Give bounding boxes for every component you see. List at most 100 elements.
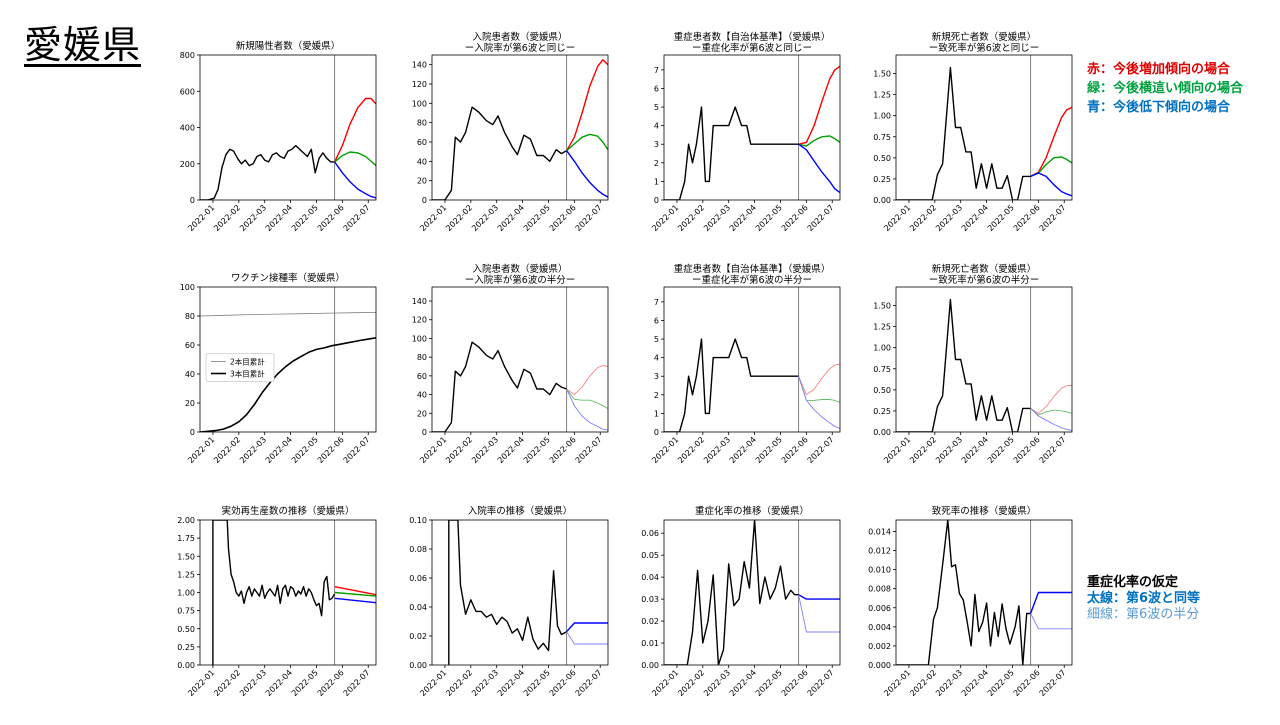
y-tick-label: 600 (180, 87, 195, 96)
x-tick-label: 2022-01 (882, 435, 912, 465)
x-tick-label: 2022-02 (676, 435, 706, 465)
x-tick-label: 2022-01 (186, 668, 216, 698)
x-tick-label: 2022-03 (238, 203, 268, 233)
y-tick-label: 0.25 (873, 407, 891, 416)
chart-6: 入院患者数（愛媛県）ー入院率が第6波の半分ー 0 20 40 60 80 100 120 140… (412, 263, 609, 465)
rate-legend-heading: 重症化率の仮定 (1087, 575, 1179, 590)
rate-legend-thick: 太線：第6波と同等 (1087, 591, 1201, 606)
chart-subtitle: ー入院率が第6波と同じー (465, 42, 576, 54)
x-tick-label: 2022-05 (754, 203, 784, 233)
y-tick-label: 0.012 (868, 547, 891, 556)
x-tick-label: 2022-01 (650, 435, 680, 465)
y-tick-label: 0.006 (868, 604, 891, 613)
y-tick-label: 100 (412, 334, 427, 343)
chart-7: 重症患者数【自治体基準】（愛媛県）ー重症化率が第6波の半分ー 0 1 2 3 4 5 6 7 20… (650, 263, 841, 465)
x-tick-label: 2022-04 (728, 435, 758, 465)
x-tick-label: 2022-06 (1012, 203, 1042, 233)
y-tick-label: 1 (654, 177, 659, 186)
series-line-red (566, 365, 608, 396)
series-line-black (212, 520, 336, 665)
chart-10: 入院率の推移（愛媛県） 0.00 0.02 0.04 0.06 0.08 0.10 2022-… (409, 505, 609, 698)
x-tick-label: 2022-03 (238, 435, 268, 465)
y-tick-label: 0 (422, 196, 427, 205)
chart-3: 重症患者数【自治体基準】（愛媛県）ー重症化率が第6波と同じー 0 1 2 3 4 5 6 7 20… (650, 31, 841, 233)
y-tick-label: 0.25 (873, 175, 891, 184)
y-tick-label: 0.03 (641, 595, 659, 604)
y-tick-label: 80 (417, 353, 427, 362)
x-tick-label: 2022-05 (754, 435, 784, 465)
x-tick-label: 2022-07 (342, 435, 372, 465)
x-tick-label: 2022-06 (1012, 435, 1042, 465)
chart-title: 新規死亡者数（愛媛県） (932, 31, 1037, 43)
x-tick-label: 2022-04 (960, 668, 990, 698)
series-line-blue (1030, 172, 1072, 197)
x-tick-label: 2022-02 (212, 668, 242, 698)
x-tick-label: 2022-04 (496, 668, 526, 698)
x-tick-label: 2022-05 (986, 668, 1016, 698)
chart-subtitle: ー重症化率が第6波と同じー (692, 42, 812, 54)
y-tick-label: 0.02 (641, 617, 659, 626)
y-tick-label: 2 (654, 391, 659, 400)
series-line-black (200, 144, 335, 200)
x-tick-label: 2022-06 (780, 668, 810, 698)
y-tick-label: 20 (417, 177, 427, 186)
y-tick-label: 20 (185, 399, 195, 408)
x-tick-label: 2022-04 (264, 203, 294, 233)
y-tick-label: 0.75 (873, 133, 891, 142)
severity-rate-legend: 重症化率の仮定 太線：第6波と同等 細線：第6波の半分 (1087, 575, 1200, 623)
series-line-blue (798, 376, 840, 429)
chart-title: ワクチン接種率（愛媛県） (231, 272, 345, 284)
x-tick-label: 2022-05 (754, 668, 784, 698)
y-tick-label: 0.00 (641, 661, 659, 670)
y-tick-label: 4 (654, 354, 659, 363)
x-tick-label: 2022-05 (290, 668, 320, 698)
chart-title: 致死率の推移（愛媛県） (932, 505, 1037, 517)
y-tick-label: 60 (185, 341, 195, 350)
series-line-green (334, 591, 376, 597)
y-tick-label: 140 (412, 297, 427, 306)
x-tick-label: 2022-05 (986, 203, 1016, 233)
y-tick-label: 0.06 (409, 574, 427, 583)
x-tick-label: 2022-05 (290, 203, 320, 233)
y-tick-label: 40 (417, 157, 427, 166)
y-tick-label: 0.25 (177, 643, 195, 652)
y-tick-label: 1 (654, 409, 659, 418)
series-line-black (664, 520, 799, 665)
page-title: 愛媛県 (24, 23, 142, 67)
chart-title: 重症患者数【自治体基準】（愛媛県） (674, 31, 831, 43)
series-line-green (798, 376, 840, 403)
x-tick-label: 2022-03 (470, 435, 500, 465)
y-tick-label: 0 (190, 428, 195, 437)
x-tick-label: 2022-05 (522, 435, 552, 465)
x-tick-label: 2022-07 (806, 435, 836, 465)
x-tick-label: 2022-01 (418, 668, 448, 698)
y-tick-label: 2 (654, 159, 659, 168)
x-tick-label: 2022-02 (908, 668, 938, 698)
series-line-red (565, 59, 608, 152)
series-line-black (664, 338, 799, 432)
x-tick-label: 2022-07 (574, 203, 604, 233)
y-tick-label: 0.000 (868, 661, 891, 670)
y-tick-label: 0 (190, 196, 195, 205)
y-tick-label: 0.00 (873, 428, 891, 437)
chart-1: 新規陽性者数（愛媛県）02004006008002022-012022-0220… (180, 40, 377, 233)
x-tick-label: 2022-07 (806, 203, 836, 233)
y-tick-label: 60 (417, 138, 427, 147)
scenario-legend-green: 緑：今後横這い傾向の場合 (1087, 81, 1244, 96)
x-tick-label: 2022-01 (650, 203, 680, 233)
x-tick-label: 2022-05 (522, 668, 552, 698)
y-tick-label: 0.50 (873, 154, 891, 163)
y-tick-label: 1.25 (177, 570, 195, 579)
x-tick-label: 2022-02 (676, 668, 706, 698)
y-tick-label: 4 (654, 122, 659, 131)
y-tick-label: 7 (654, 298, 659, 307)
x-tick-label: 2022-02 (444, 435, 474, 465)
y-tick-label: 80 (417, 119, 427, 128)
x-tick-label: 2022-04 (264, 435, 294, 465)
chart-title: 重症化率の推移（愛媛県） (695, 505, 809, 517)
y-tick-label: 1.50 (873, 70, 891, 79)
series-line-black (448, 520, 567, 665)
series-line-red (798, 363, 840, 396)
chart-4: 新規死亡者数（愛媛県）ー致死率が第6波と同じー 0.00 0.25 0.50 0.75 1… (873, 31, 1073, 233)
x-tick-label: 2022-07 (342, 668, 372, 698)
